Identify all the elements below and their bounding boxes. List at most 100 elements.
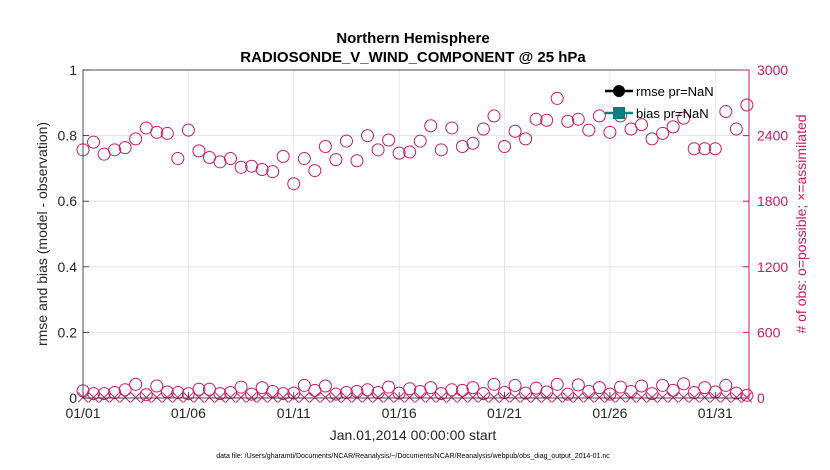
obs-possible-point <box>329 387 343 401</box>
obs-assimilated-point <box>562 392 574 403</box>
obs-possible-point <box>371 143 385 157</box>
obs-possible-point <box>645 387 659 401</box>
obs-assimilated-point <box>615 392 626 403</box>
obs-possible-point <box>508 378 522 392</box>
obs-possible-point <box>297 152 311 166</box>
obs-assimilated-point <box>467 392 479 403</box>
obs-possible-point <box>582 123 596 137</box>
data-file-footnote: data file: /Users/gharamti/Documents/NCA… <box>216 453 610 460</box>
obs-possible-point <box>97 387 111 401</box>
obs-possible-point <box>255 162 269 176</box>
obs-possible-point <box>529 381 543 395</box>
obs-assimilated-point <box>309 392 321 403</box>
legend-bias-marker <box>613 107 625 119</box>
obs-possible-point <box>603 387 617 401</box>
x-tick-label: 01/31 <box>698 405 733 421</box>
obs-assimilated-point <box>446 392 458 403</box>
obs-possible-point <box>108 143 122 157</box>
obs-assimilated-point <box>435 392 447 403</box>
obs-assimilated-point <box>509 392 521 403</box>
obs-assimilated-point <box>583 392 595 403</box>
x-tick-label: 01/11 <box>277 405 311 421</box>
y-tick-label-left: 0.6 <box>58 193 78 209</box>
obs-possible-point <box>382 133 396 147</box>
obs-possible-point <box>160 126 174 140</box>
y-tick-label-right: 600 <box>757 324 781 340</box>
y-axis-label: rmse and bias (model - observation) <box>34 122 50 346</box>
obs-possible-point <box>719 105 733 119</box>
obs-possible-point <box>276 149 290 163</box>
obs-possible-point <box>234 160 248 174</box>
obs-assimilated-point <box>478 392 489 403</box>
obs-assimilated-point <box>225 392 236 403</box>
obs-assimilated-point <box>267 392 279 403</box>
obs-possible-point <box>318 140 332 154</box>
obs-possible-point <box>150 379 164 393</box>
y-tick-label-right: 1200 <box>757 259 788 275</box>
obs-assimilated-point <box>488 392 500 403</box>
obs-possible-point <box>424 119 438 133</box>
obs-possible-point <box>603 125 617 139</box>
y-tick-label-left: 0.8 <box>58 128 78 144</box>
y-tick-label-right: 0 <box>757 390 765 406</box>
obs-possible-point <box>413 134 427 148</box>
obs-possible-point <box>350 154 364 168</box>
obs-possible-point <box>245 387 259 401</box>
ticks: 01/01 01/06 01/11 01/16 01/21 01/26 01/31 0 0.2 0… <box>58 62 789 421</box>
obs-possible-point <box>550 91 564 105</box>
obs-possible-point <box>287 177 301 191</box>
obs-assimilated-point <box>414 392 426 403</box>
obs-possible-point <box>424 381 438 395</box>
obs-possible-point <box>529 112 543 126</box>
obs-possible-point <box>118 383 132 397</box>
obs-possible-point <box>129 132 143 146</box>
obs-assimilated-point <box>678 392 690 403</box>
obs-possible-point <box>466 136 480 150</box>
obs-possible-point <box>192 382 206 396</box>
obs-possible-point <box>403 382 417 396</box>
legend-rmse-marker <box>613 85 625 97</box>
obs-possible-point <box>519 132 533 146</box>
obs-possible-point <box>234 380 248 394</box>
obs-possible-point <box>445 383 459 397</box>
obs-possible-point <box>434 143 448 157</box>
obs-possible-point <box>592 109 606 123</box>
obs-possible-point <box>445 121 459 135</box>
obs-assimilated-point <box>214 392 226 403</box>
y-tick-label-left: 0.4 <box>58 259 78 275</box>
obs-assimilated-point <box>625 392 637 403</box>
legend: rmse pr=NaN bias pr=NaN <box>605 84 714 121</box>
x-tick-label: 01/06 <box>171 405 206 421</box>
obs-assimilated-point <box>646 392 658 403</box>
obs-assimilated-point <box>572 392 584 403</box>
y-tick-label-right: 1800 <box>757 193 788 209</box>
obs-possible-point <box>645 132 659 146</box>
data-marks <box>76 91 754 403</box>
obs-possible-point <box>255 381 269 395</box>
obs-possible-point <box>297 378 311 392</box>
obs-assimilated-point <box>688 392 700 403</box>
obs-possible-point <box>666 120 680 134</box>
obs-possible-point <box>719 378 733 392</box>
obs-assimilated-point <box>720 392 732 403</box>
obs-assimilated-point <box>657 392 668 403</box>
obs-assimilated-point <box>140 392 152 403</box>
obs-possible-point <box>181 123 195 137</box>
x-tick-label: 01/16 <box>382 405 417 421</box>
obs-assimilated-point <box>520 392 531 403</box>
obs-possible-point <box>308 164 322 178</box>
x-axis-label: Jan.01,2014 00:00:00 start <box>330 427 497 443</box>
obs-possible-point <box>213 387 227 401</box>
obs-possible-point <box>698 381 712 395</box>
legend-entry-rmse: rmse pr=NaN <box>605 84 714 99</box>
obs-assimilated-point <box>341 392 352 403</box>
obs-assimilated-point <box>109 392 120 403</box>
obs-possible-point <box>329 153 343 167</box>
obs-possible-point <box>118 141 132 155</box>
obs-assimilated-point <box>362 392 373 403</box>
y-tick-label-right: 2400 <box>757 128 788 144</box>
obs-assimilated-point <box>277 392 289 403</box>
obs-possible-point <box>677 111 691 125</box>
obs-possible-point <box>213 155 227 169</box>
obs-assimilated-point <box>172 392 184 403</box>
